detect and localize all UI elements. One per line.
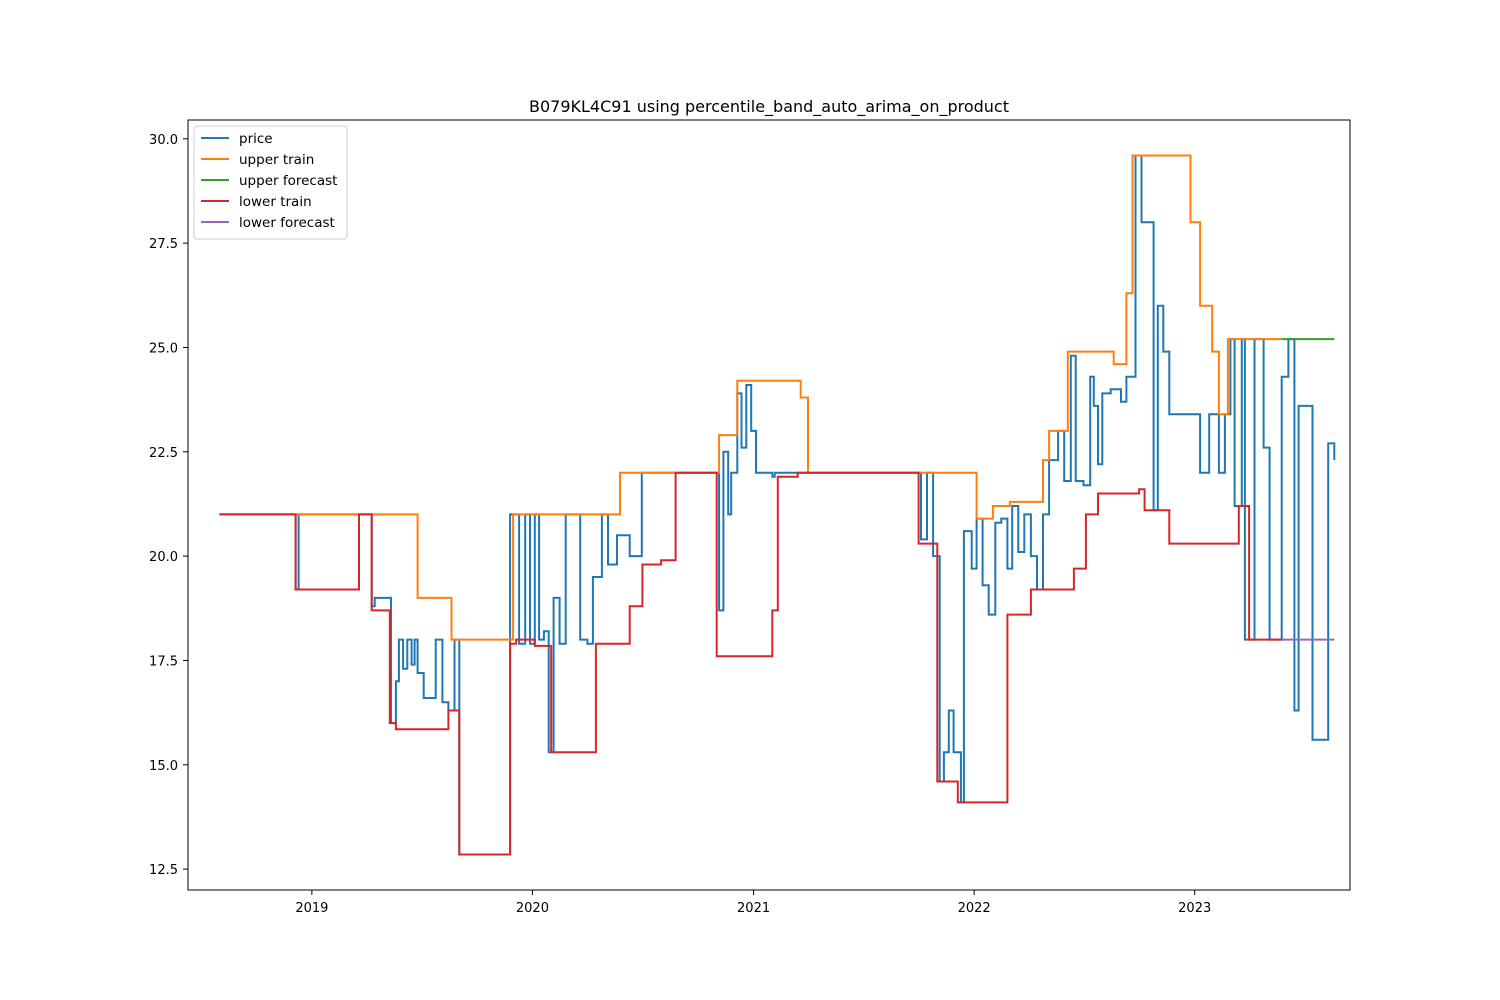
series-line-upper-train [219,154,1282,641]
x-tick-label: 2023 [1178,901,1211,916]
y-tick-label: 17.5 [149,654,178,669]
series-layer [219,154,1336,856]
x-tick-label: 2022 [958,901,991,916]
y-tick-label: 30.0 [149,133,178,148]
y-tick-label: 12.5 [149,863,178,878]
x-tick-label: 2019 [295,901,328,916]
x-tick-label: 2020 [516,901,549,916]
y-tick-label: 15.0 [149,759,178,774]
legend: price upper train upper forecast lower trai… [193,125,348,240]
series-line-lower-train [219,471,1282,856]
legend-label: price [239,131,273,147]
y-tick-label: 27.5 [149,237,178,252]
legend-label: lower train [239,194,312,210]
x-tick-label: 2021 [737,901,770,916]
axes: 2019 2020 2021 2022 2023 12.5 15.0 17.5 20.0 22.5… [149,133,1211,916]
legend-label: upper forecast [239,173,337,189]
legend-label: upper train [239,152,314,168]
y-tick-label: 25.0 [149,341,178,356]
plot-frame [187,119,1351,891]
legend-box [193,125,348,240]
legend-label: lower forecast [239,215,335,231]
y-tick-label: 20.0 [149,550,178,565]
chart-title: B079KL4C91 using percentile_band_auto_ar… [529,97,1009,117]
y-tick-label: 22.5 [149,446,178,461]
